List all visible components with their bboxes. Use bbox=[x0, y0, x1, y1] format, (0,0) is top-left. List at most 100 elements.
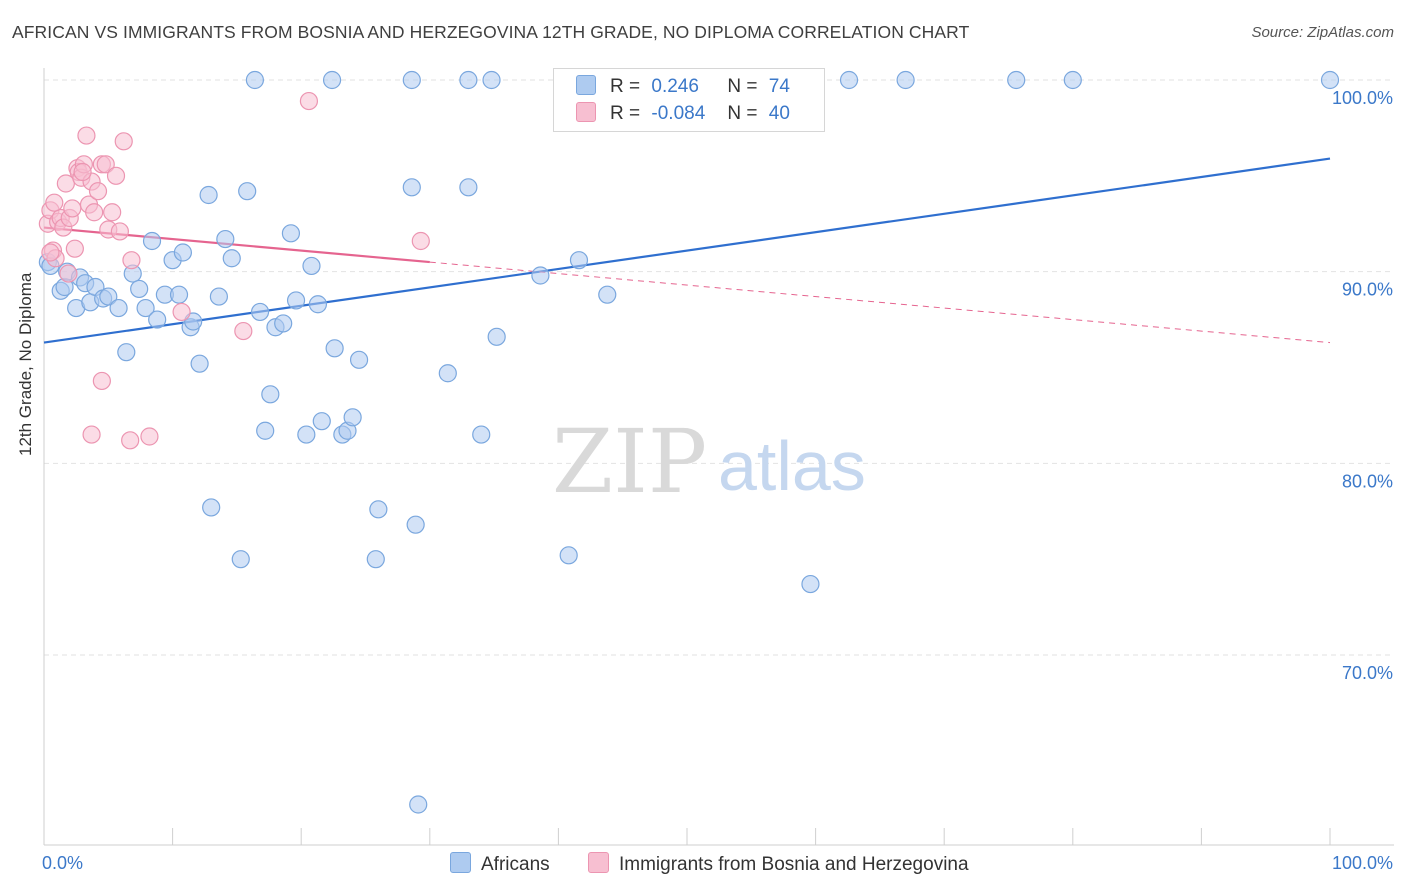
point-africans bbox=[438, 364, 457, 383]
point-africans bbox=[598, 285, 617, 304]
point-africans bbox=[801, 574, 820, 594]
point-africans bbox=[222, 249, 241, 268]
point-africans bbox=[190, 354, 209, 373]
point-africans bbox=[136, 298, 155, 318]
point-bosnia bbox=[234, 321, 253, 341]
point-bosnia bbox=[41, 243, 60, 262]
point-africans bbox=[274, 314, 293, 333]
y-tick-label: 100.0% bbox=[1332, 88, 1393, 108]
point-africans bbox=[1320, 70, 1340, 90]
trend-line-bosnia-dashed bbox=[429, 261, 1331, 344]
point-africans bbox=[245, 70, 265, 90]
point-africans bbox=[286, 291, 306, 310]
point-bosnia bbox=[63, 199, 82, 218]
point-africans bbox=[130, 279, 149, 299]
point-africans bbox=[142, 231, 162, 251]
point-africans bbox=[117, 343, 136, 362]
point-africans bbox=[238, 182, 257, 201]
point-africans bbox=[1007, 70, 1026, 90]
point-africans bbox=[1063, 70, 1082, 90]
point-bosnia bbox=[96, 155, 115, 174]
point-bosnia bbox=[172, 302, 191, 322]
trend-line-africans bbox=[43, 157, 1331, 344]
point-africans bbox=[173, 243, 192, 262]
point-africans bbox=[148, 310, 167, 329]
point-africans bbox=[531, 266, 550, 285]
legend-row-bosnia: R = -0.084 N = 40 bbox=[576, 102, 790, 126]
chart-title: AFRICAN VS IMMIGRANTS FROM BOSNIA AND HE… bbox=[12, 22, 970, 42]
watermark-zip: ZIP bbox=[552, 410, 707, 513]
series-bosnia bbox=[38, 91, 430, 450]
y-tick-label: 70.0% bbox=[1342, 663, 1393, 683]
point-africans bbox=[559, 546, 578, 565]
legend-swatch-bosnia bbox=[588, 852, 609, 873]
y-axis-label: 12th Grade, No Diploma bbox=[16, 272, 35, 456]
point-africans bbox=[202, 498, 221, 517]
point-africans bbox=[343, 408, 362, 427]
point-bosnia bbox=[77, 126, 96, 145]
point-bosnia bbox=[73, 162, 92, 182]
point-africans bbox=[250, 302, 270, 322]
point-bosnia bbox=[114, 132, 133, 151]
point-africans bbox=[366, 550, 385, 569]
tick-labels: 100.0% 90.0% 80.0% 70.0% 0.0% 100.0% bbox=[42, 88, 1393, 873]
legend-label-africans: Africans bbox=[481, 854, 550, 875]
legend-n-label: N = bbox=[727, 76, 758, 97]
legend-item-africans: Africans bbox=[450, 852, 550, 876]
point-africans bbox=[839, 70, 859, 90]
chart-source: Source: ZipAtlas.com bbox=[1251, 24, 1394, 41]
point-bosnia bbox=[92, 371, 111, 391]
watermark-atlas: atlas bbox=[718, 427, 866, 505]
x-tick-label: 100.0% bbox=[1332, 853, 1393, 873]
correlation-legend: R = 0.246 N = 74 R = -0.084 N = 40 bbox=[553, 68, 825, 132]
point-bosnia bbox=[45, 193, 64, 212]
point-africans bbox=[209, 287, 228, 306]
legend-swatch-africans bbox=[576, 75, 596, 95]
legend-n-value: 40 bbox=[768, 103, 790, 124]
point-africans bbox=[459, 70, 478, 90]
legend-label-bosnia: Immigrants from Bosnia and Herzegovina bbox=[619, 854, 969, 875]
point-africans bbox=[169, 285, 189, 304]
point-africans bbox=[261, 385, 280, 404]
y-tick-label: 80.0% bbox=[1342, 471, 1393, 491]
point-africans bbox=[325, 339, 344, 358]
point-bosnia bbox=[59, 264, 78, 283]
trend-lines bbox=[43, 157, 1331, 344]
y-tick-label: 90.0% bbox=[1342, 280, 1393, 300]
point-africans bbox=[349, 350, 369, 369]
legend-swatch-africans bbox=[450, 852, 471, 873]
gridlines bbox=[44, 79, 1394, 656]
point-africans bbox=[256, 421, 275, 440]
axes bbox=[43, 68, 1394, 846]
point-bosnia bbox=[140, 427, 159, 446]
point-africans bbox=[896, 70, 915, 90]
legend-swatch-bosnia bbox=[576, 102, 596, 122]
point-africans bbox=[487, 327, 506, 346]
point-africans bbox=[109, 298, 128, 318]
point-africans bbox=[459, 178, 478, 197]
point-bosnia bbox=[88, 182, 108, 201]
point-africans bbox=[472, 425, 491, 444]
point-africans bbox=[402, 70, 421, 90]
point-africans bbox=[402, 178, 421, 197]
point-bosnia bbox=[106, 166, 126, 185]
point-bosnia bbox=[85, 203, 104, 222]
point-africans bbox=[302, 256, 321, 276]
point-africans bbox=[406, 515, 425, 534]
legend-row-africans: R = 0.246 N = 74 bbox=[576, 75, 790, 99]
point-bosnia bbox=[299, 91, 319, 111]
legend-r-label: R = bbox=[610, 76, 641, 97]
point-bosnia bbox=[65, 239, 84, 258]
point-africans bbox=[231, 550, 250, 569]
point-bosnia bbox=[110, 222, 129, 241]
point-africans bbox=[99, 287, 118, 306]
point-africans bbox=[297, 425, 316, 444]
point-africans bbox=[322, 70, 342, 90]
legend-r-value: 0.246 bbox=[651, 76, 699, 97]
point-africans bbox=[199, 185, 218, 205]
point-africans bbox=[281, 224, 301, 243]
legend-r-value: -0.084 bbox=[651, 103, 706, 124]
watermark: ZIP atlas bbox=[552, 410, 866, 513]
point-africans bbox=[482, 70, 501, 90]
